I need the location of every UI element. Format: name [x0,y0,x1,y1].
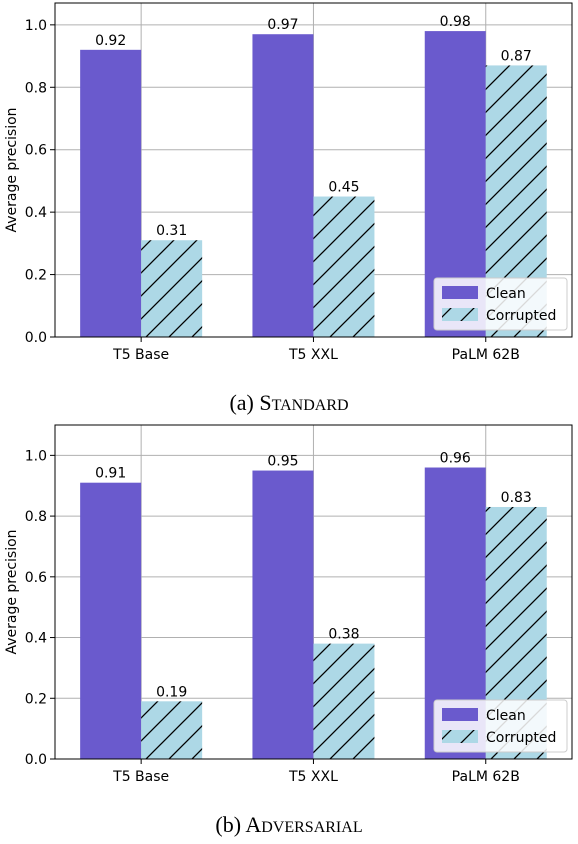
legend-swatch-corrupted [442,730,478,743]
bar-corrupted [141,701,203,759]
data-label: 0.83 [501,490,532,506]
data-label: 0.38 [328,627,359,643]
figure-caption: (b) ADVERSARIAL [215,812,362,837]
x-tick-label: T5 XXL [288,769,338,785]
y-tick-label: 0.0 [25,752,47,768]
x-tick-label: T5 Base [112,347,169,363]
y-tick-label: 0.2 [25,691,47,707]
bar-corrupted [313,643,375,759]
data-label: 0.91 [95,466,126,482]
data-label: 0.96 [440,451,471,467]
x-tick-label: T5 XXL [288,347,338,363]
data-label: 0.31 [156,223,187,239]
data-label: 0.19 [156,684,187,700]
x-axis: T5 Base T5 XXL PaLM 62B [112,759,520,785]
legend-label: Clean [486,708,526,724]
legend-swatch-corrupted [442,308,478,321]
legend-label: Corrupted [486,308,556,324]
bar-clean [252,470,314,759]
y-tick-label: 1.0 [25,18,47,34]
bar-corrupted [141,240,203,337]
x-axis: T5 Base T5 XXL PaLM 62B [112,337,520,363]
chart-standard: 0.92 0.31 0.97 0.45 0.98 0.87 0.0 0.2 0.4 0.6 0.8 1… [4,2,573,415]
legend: Clean Corrupted [433,699,568,753]
y-tick-label: 1.0 [25,448,47,464]
y-axis: 0.0 0.2 0.4 0.6 0.8 1.0 Average precision [4,18,55,346]
y-tick-label: 0.8 [25,509,47,525]
y-tick-label: 0.4 [25,631,47,647]
y-tick-label: 0.6 [25,570,47,586]
bar-clean [252,34,314,337]
y-axis: 0.0 0.2 0.4 0.6 0.8 1.0 Average precision [4,448,55,768]
data-label: 0.97 [267,17,298,33]
data-label: 0.87 [501,48,532,64]
x-tick-label: T5 Base [112,769,169,785]
x-tick-label: PaLM 62B [452,347,520,363]
data-label: 0.45 [328,180,359,196]
data-label: 0.92 [95,33,126,49]
bar-clean [80,482,142,759]
legend-label: Corrupted [486,730,556,746]
y-axis-label: Average precision [4,107,20,232]
bar-corrupted [313,196,375,337]
y-tick-label: 0.6 [25,143,47,159]
legend-swatch-clean [442,708,478,721]
data-label: 0.95 [267,454,298,470]
legend-label: Clean [486,286,526,302]
y-axis-label: Average precision [4,529,20,654]
chart-adversarial: 0.91 0.19 0.95 0.38 0.96 0.83 0.0 0.2 0.4 0.6 0.8 1… [4,424,573,837]
bar-clean [80,49,142,338]
y-tick-label: 0.8 [25,80,47,96]
legend: Clean Corrupted [433,277,568,331]
y-tick-label: 0.4 [25,205,47,221]
figure-caption: (a) STANDARD [229,390,348,415]
y-tick-label: 0.2 [25,268,47,284]
y-tick-label: 0.0 [25,330,47,346]
data-label: 0.98 [440,14,471,30]
x-tick-label: PaLM 62B [452,769,520,785]
legend-swatch-clean [442,286,478,299]
